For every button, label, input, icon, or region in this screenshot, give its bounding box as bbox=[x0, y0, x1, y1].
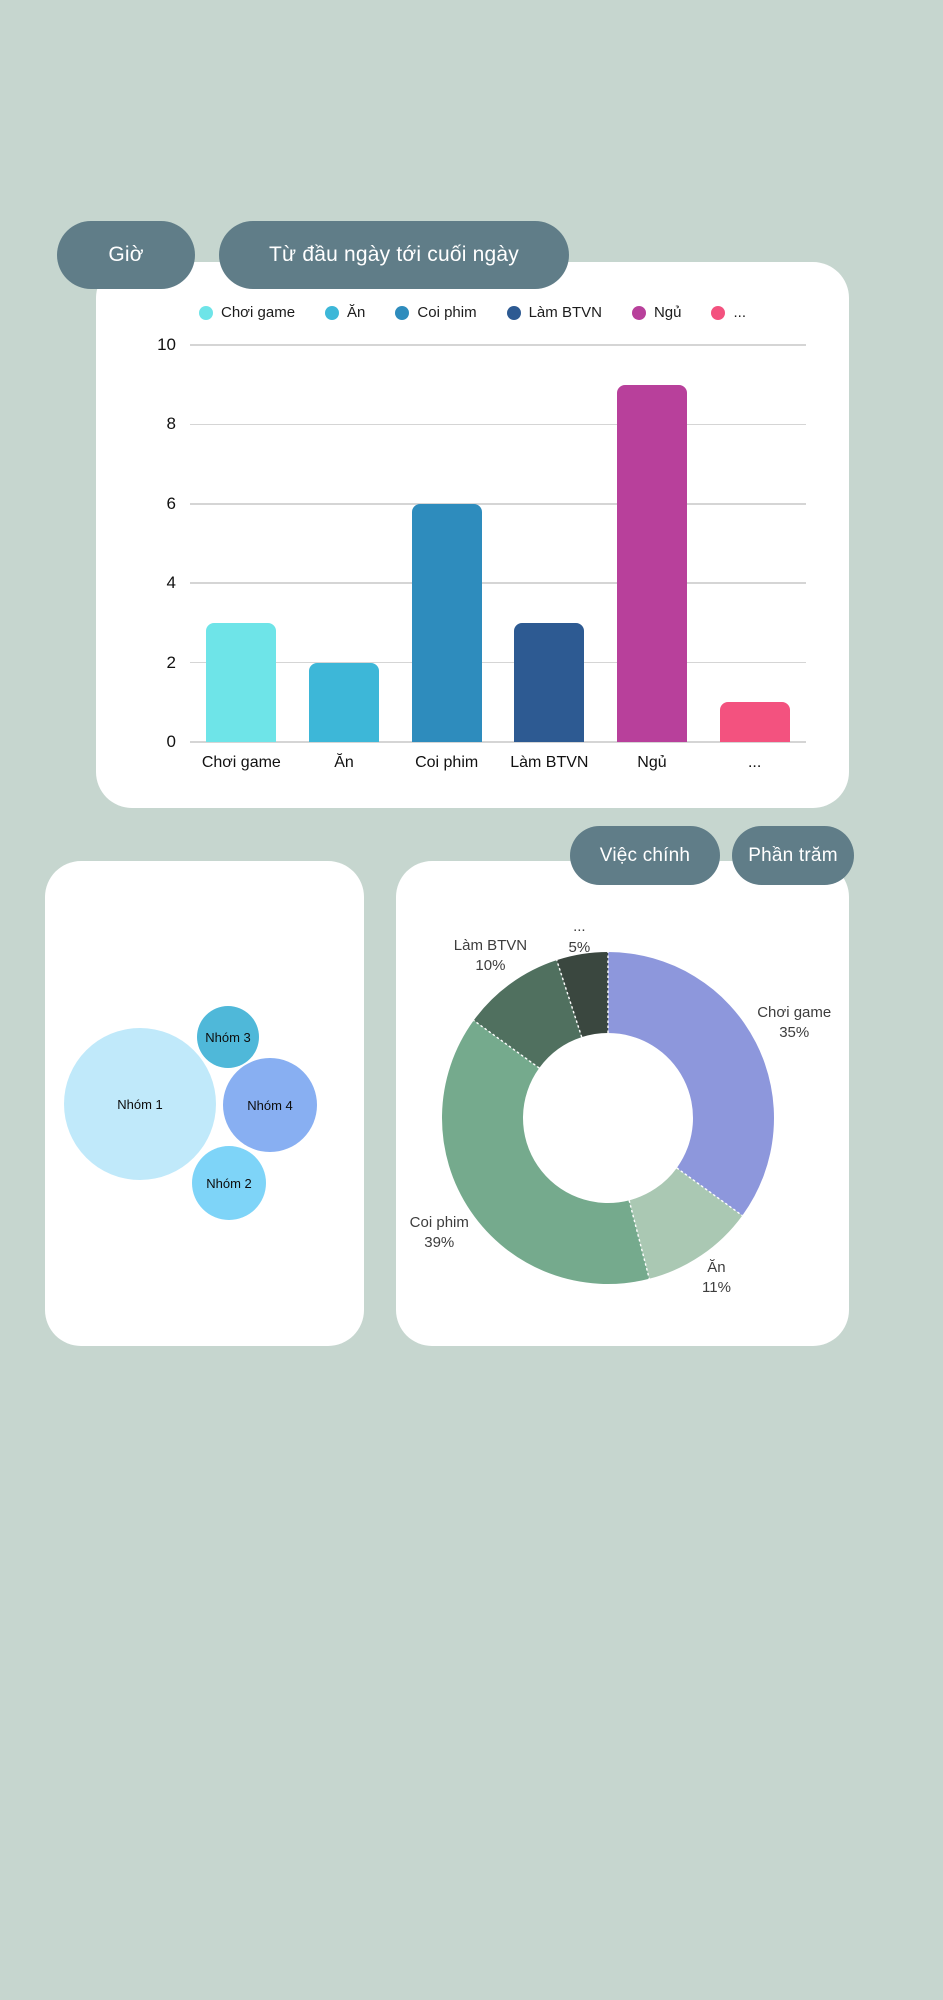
donut-slice-separator bbox=[628, 1200, 650, 1279]
bar-chart-plot: 0 2 4 6 8 10 Chơi game Ăn Coi phim Làm BTVN Ngủ... bbox=[157, 335, 806, 771]
legend-item[interactable]: ... bbox=[711, 304, 746, 321]
x-axis-category-label: Làm BTVN bbox=[510, 754, 589, 771]
bar-4[interactable] bbox=[617, 384, 687, 742]
bar-5[interactable] bbox=[719, 702, 790, 742]
bar-chart-legend: Chơi game Ăn Coi phim Làm BTVN Ngủ... bbox=[96, 304, 849, 321]
donut-slice-3[interactable] bbox=[473, 960, 582, 1069]
gridline bbox=[190, 344, 806, 346]
gridline bbox=[190, 582, 806, 584]
donut-slice-0[interactable] bbox=[608, 952, 774, 1216]
y-axis-tick-label: 2 bbox=[166, 652, 176, 672]
donut-slice-2[interactable] bbox=[442, 1020, 650, 1284]
x-axis-category-label: Ngủ bbox=[637, 754, 667, 771]
bubble-2[interactable]: Nhóm 2 bbox=[192, 1146, 266, 1220]
donut-slice-4[interactable] bbox=[556, 952, 608, 1038]
gridline bbox=[190, 741, 806, 743]
bubble-label: Nhóm 2 bbox=[206, 1175, 252, 1191]
x-axis-category-label: Ăn bbox=[334, 754, 354, 771]
legend-label: Làm BTVN bbox=[528, 304, 602, 321]
bar-0[interactable] bbox=[206, 622, 277, 742]
legend-item[interactable]: Làm BTVN bbox=[506, 304, 602, 321]
bubble-label: Nhóm 1 bbox=[117, 1096, 163, 1112]
legend-item[interactable]: Ăn bbox=[325, 304, 365, 321]
donut-slice-separator bbox=[676, 1167, 743, 1217]
bubble-1[interactable]: Nhóm 1 bbox=[64, 1028, 216, 1180]
donut-slice-separator bbox=[473, 1019, 540, 1069]
legend-label: Ăn bbox=[347, 304, 366, 321]
legend-swatch-icon bbox=[325, 305, 340, 320]
bubble-label: Nhóm 3 bbox=[205, 1029, 251, 1045]
gridline bbox=[190, 661, 806, 664]
legend-swatch-icon bbox=[506, 305, 521, 320]
x-axis-category-label: Chơi game bbox=[201, 754, 281, 771]
legend-label: ... bbox=[733, 304, 746, 321]
y-axis-unit-pill[interactable]: Giờ bbox=[57, 221, 195, 289]
legend-swatch-icon bbox=[631, 305, 646, 320]
bar-3[interactable] bbox=[514, 622, 585, 742]
y-axis-tick-label: 10 bbox=[157, 335, 176, 354]
x-axis-category-label: ... bbox=[747, 754, 762, 771]
legend-label: Ngủ bbox=[653, 304, 682, 321]
bubble-3[interactable]: Nhóm 3 bbox=[197, 1006, 259, 1068]
legend-item[interactable]: Coi phim bbox=[395, 304, 477, 321]
gridline bbox=[190, 503, 806, 505]
bubble-4[interactable]: Nhóm 4 bbox=[223, 1058, 317, 1152]
bubble-label: Nhóm 4 bbox=[247, 1097, 293, 1113]
donut-percent-pill[interactable]: Phần trăm bbox=[732, 826, 854, 885]
donut-main-pill[interactable]: Việc chính bbox=[570, 826, 720, 885]
bubble-chart-card: Nhóm 1 Nhóm 2 Nhóm 3 Nhóm 4 bbox=[45, 861, 364, 1346]
gridline bbox=[190, 423, 806, 426]
legend-item[interactable]: Ngủ bbox=[631, 304, 682, 321]
legend-swatch-icon bbox=[395, 305, 410, 320]
legend-label: Coi phim bbox=[417, 304, 477, 321]
bar-chart-title-pill[interactable]: Từ đầu ngày tới cuối ngày bbox=[219, 221, 569, 289]
legend-swatch-icon bbox=[711, 305, 726, 320]
legend-swatch-icon bbox=[199, 305, 213, 320]
legend-item[interactable]: Chơi game bbox=[199, 304, 295, 321]
bar-chart-card: Chơi game Ăn Coi phim Làm BTVN Ngủ... 0 2 4 6 8 1… bbox=[96, 262, 849, 808]
y-axis-tick-label: 4 bbox=[166, 573, 176, 593]
y-axis-tick-label: 6 bbox=[166, 493, 176, 513]
legend-label: Chơi game bbox=[221, 304, 296, 321]
y-axis-tick-label: 0 bbox=[166, 732, 176, 751]
donut-chart bbox=[442, 952, 774, 1284]
bar-2[interactable] bbox=[411, 503, 482, 742]
x-axis-category-label: Coi phim bbox=[415, 754, 479, 771]
donut-chart-card: Chơi game 35% Ăn 11% Coi phim 39% Làm BTVN 10%.… bbox=[396, 861, 849, 1346]
y-axis-tick-label: 8 bbox=[166, 414, 176, 434]
bar-1[interactable] bbox=[309, 662, 379, 742]
